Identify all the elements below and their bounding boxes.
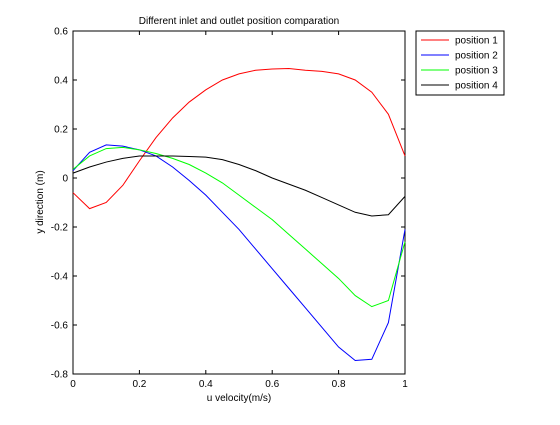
y-tick-label: 0.4 [54,76,68,87]
legend-label-4: position 4 [455,81,498,92]
y-tick-label: 0.6 [54,27,68,38]
axis-ticks: 0 0.2 0.4 0.6 0.8 1 -0.8 -0.6 -0.4 -0.2 0 0.2 0.4 0.6 [51,27,408,391]
y-tick-label: -0.2 [51,223,69,234]
y-tick-label: 0 [62,174,68,185]
y-tick-label: 0.2 [54,125,68,136]
x-tick-label: 0 [70,379,76,390]
y-tick-label: -0.6 [51,321,69,332]
legend-label-1: position 1 [455,36,498,47]
y-tick-label: -0.4 [51,272,69,283]
y-tick-label: -0.8 [51,370,69,381]
series-line-1 [72,67,406,210]
plot-area [72,30,406,375]
series-lines [72,67,406,362]
legend: position 1 position 2 position 3 position 4 [415,30,505,96]
x-tick-label: 0.8 [332,379,346,390]
legend-label-3: position 3 [455,66,498,77]
x-tick-label: 0.2 [132,379,146,390]
x-axis-label: u velocity(m/s) [207,393,271,404]
series-line-3 [72,146,406,308]
chart-title: Different inlet and outlet position comp… [139,16,340,27]
legend-label-2: position 2 [455,51,498,62]
series-line-2 [72,144,406,362]
x-tick-label: 0.4 [199,379,213,390]
x-tick-label: 1 [402,379,408,390]
legend-box [415,30,505,96]
y-axis-label: y direction (m) [35,170,46,233]
series-line-4 [72,155,406,217]
x-tick-label: 0.6 [265,379,279,390]
